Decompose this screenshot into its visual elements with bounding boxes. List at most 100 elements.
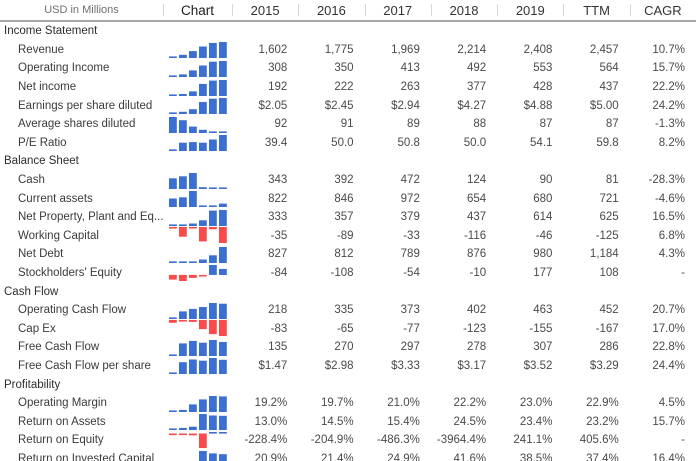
sparkline-bar	[178, 74, 187, 77]
table-row: Average shares diluted 92 91 89 88 87 87 -1.3%	[0, 115, 696, 134]
row-sparkline	[163, 357, 232, 376]
row-label: Cap Ex	[18, 322, 56, 335]
row-label: P/E Ratio	[18, 136, 67, 149]
cell-ttm: 721	[599, 192, 619, 205]
sparkline-bar	[198, 414, 207, 431]
sparkline-bar	[198, 83, 207, 96]
sparkline	[168, 320, 227, 337]
sparkline-bar	[208, 210, 217, 226]
cell-2019: $3.52	[523, 359, 553, 372]
cell-2015: -84	[270, 267, 288, 280]
row-sparkline	[163, 431, 232, 450]
cell-cagr: 10.7%	[652, 43, 685, 56]
sparkline-bar	[168, 177, 177, 189]
cell-ttm: -167	[595, 322, 619, 335]
cell-2016: 19.7%	[320, 397, 354, 410]
sparkline-bar	[168, 75, 177, 77]
row-sparkline	[163, 320, 232, 339]
sparkline-bar	[178, 261, 187, 263]
cell-2016: 1,775	[324, 43, 354, 56]
cell-cagr: 24.2%	[652, 99, 685, 112]
section-title: Profitability	[4, 378, 61, 391]
section-title: Cash Flow	[4, 285, 59, 298]
cell-2019: -155	[529, 322, 553, 335]
sparkline-bar	[188, 308, 197, 319]
row-sparkline	[163, 338, 232, 357]
row-label: Net Debt	[18, 248, 64, 261]
section-header: Balance Sheet	[0, 152, 696, 171]
sparkline-bar	[208, 80, 217, 96]
sparkline-bar	[198, 399, 207, 412]
cell-2018: 278	[466, 341, 487, 354]
sparkline-bar	[218, 135, 227, 152]
cell-2015: 827	[268, 248, 288, 261]
cell-2019: 241.1%	[513, 434, 553, 447]
sparkline-bar	[198, 320, 207, 330]
row-sparkline	[163, 264, 232, 283]
sparkline-bar	[218, 454, 227, 461]
sparkline-bar	[168, 433, 177, 435]
cell-2015: 92	[274, 118, 288, 131]
cell-2019: 553	[533, 62, 553, 75]
sparkline-bar	[218, 396, 227, 412]
sparkline	[198, 451, 227, 461]
cell-ttm: 59.8	[596, 136, 619, 149]
cell-2018: 24.5%	[453, 415, 487, 428]
cell-2017: 789	[400, 248, 420, 261]
row-sparkline	[163, 227, 232, 246]
sparkline	[168, 246, 227, 263]
cell-2019: 680	[533, 192, 553, 205]
cell-2016: 91	[340, 118, 354, 131]
cell-2018: 22.2%	[453, 397, 487, 410]
cell-2015: 333	[268, 211, 288, 224]
sparkline-bar	[208, 98, 217, 115]
column-header-cagr: CAGR	[629, 0, 696, 20]
sparkline-bar	[188, 274, 197, 278]
table-row: Return on Assets 13.0% 14.5% 15.4% 24.5% 23.4…	[0, 412, 696, 431]
table-row: Free Cash Flow per share $1.47 $2.98 $3.33 $…	[0, 357, 696, 376]
table-row: Earnings per share diluted $2.05 $2.45 $2.9…	[0, 96, 696, 115]
row-sparkline	[163, 115, 232, 134]
column-header-ttm: TTM	[563, 0, 629, 20]
sparkline-bar	[168, 116, 177, 133]
row-label: Net income	[18, 81, 77, 94]
sparkline-bar	[188, 404, 197, 412]
sparkline-bar	[188, 227, 197, 229]
sparkline-bar	[178, 433, 187, 435]
sparkline-bar	[188, 90, 197, 96]
cell-cagr: 16.4%	[652, 452, 685, 461]
sparkline-bar	[188, 172, 197, 189]
cell-2016: $2.45	[324, 99, 354, 112]
cell-cagr: 17.0%	[652, 322, 685, 335]
sparkline	[168, 227, 227, 244]
sparkline-bar	[208, 255, 217, 263]
cell-2019: 54.1	[530, 136, 553, 149]
sparkline-bar	[178, 111, 187, 115]
table-row: Net Property, Plant and Eq... 333 357 379 43…	[0, 208, 696, 227]
sparkline	[168, 172, 227, 189]
cell-2017: 89	[407, 118, 420, 131]
cell-2019: 38.5%	[519, 452, 553, 461]
column-header-2016: 2016	[298, 0, 364, 20]
table-row: Working Capital -35 -89 -33 -116 -46 -125 6.8%	[0, 227, 696, 246]
cell-2018: -10	[469, 267, 487, 280]
row-label: Revenue	[18, 43, 65, 56]
sparkline-bar	[188, 126, 197, 133]
cell-2017: -54	[403, 267, 420, 280]
cell-2018: 402	[466, 304, 487, 317]
cell-2016: -89	[336, 229, 354, 242]
cell-2017: 263	[400, 81, 420, 94]
cell-2016: 14.5%	[320, 415, 354, 428]
cell-2018: 437	[466, 211, 487, 224]
sparkline-bar	[218, 98, 227, 115]
sparkline-bar	[208, 358, 217, 375]
cell-2016: -108	[330, 267, 354, 280]
row-label: Operating Cash Flow	[18, 304, 127, 317]
sparkline-bar	[208, 139, 217, 152]
cell-2019: 23.0%	[519, 397, 553, 410]
sparkline	[168, 79, 227, 96]
column-header-2017: 2017	[364, 0, 431, 20]
cell-2018: -3964.4%	[436, 434, 487, 447]
table-row: Net income 192 222 263 377 428 437 22.2%	[0, 78, 696, 97]
cell-2016: $2.98	[324, 359, 354, 372]
